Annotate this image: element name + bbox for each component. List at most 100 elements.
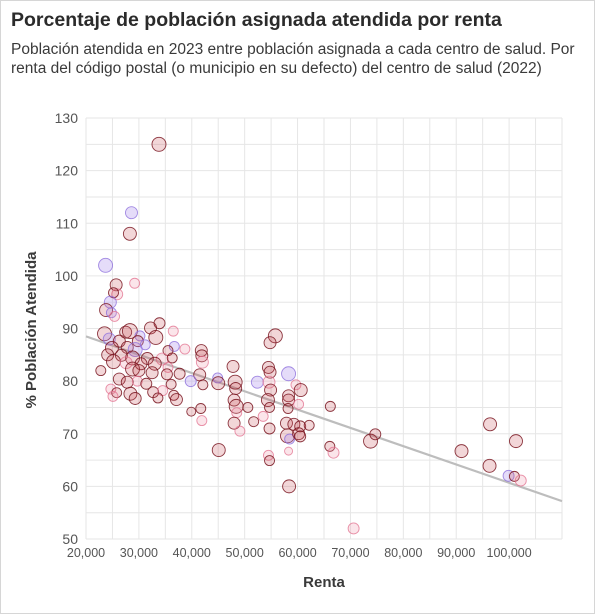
data-point (369, 428, 382, 441)
data-point (263, 365, 277, 379)
data-point (260, 393, 275, 408)
data-point (284, 446, 294, 456)
data-point (282, 403, 294, 414)
data-point (250, 375, 264, 389)
data-point (257, 410, 269, 422)
x-tick-label: 30,000 (120, 546, 158, 560)
data-point (262, 375, 276, 389)
x-tick-label: 70,000 (331, 546, 369, 560)
data-point (347, 522, 360, 535)
data-point (155, 352, 169, 366)
y-axis-title: % Población Atendida (23, 251, 40, 409)
data-point (145, 366, 159, 380)
y-tick-label: 130 (55, 110, 79, 126)
data-point (324, 440, 336, 452)
data-point (195, 355, 209, 369)
y-tick-label: 70 (62, 426, 78, 442)
data-point (211, 376, 226, 391)
data-point (160, 368, 173, 381)
data-point (106, 354, 121, 370)
data-point (98, 257, 114, 273)
data-point (282, 479, 297, 494)
data-point (454, 444, 469, 459)
data-point (196, 415, 208, 427)
data-point (303, 419, 315, 431)
data-point (173, 367, 186, 380)
data-point (262, 360, 275, 374)
data-point (514, 474, 527, 487)
data-point (226, 359, 240, 373)
y-tick-label: 90 (62, 321, 78, 337)
data-point (509, 434, 523, 449)
data-point (112, 372, 126, 386)
x-tick-label: 80,000 (384, 546, 422, 560)
data-point (263, 336, 277, 350)
data-point (282, 393, 296, 407)
data-point (108, 287, 119, 299)
data-point (508, 470, 520, 482)
x-axis-title: Renta (303, 574, 345, 591)
data-point (234, 425, 246, 437)
data-point (119, 356, 133, 370)
data-point (148, 329, 164, 345)
data-point (284, 433, 296, 445)
data-point (264, 455, 275, 467)
data-point (227, 416, 241, 430)
data-point (99, 303, 114, 318)
x-tick-label: 50,000 (226, 546, 264, 560)
data-point (128, 392, 142, 405)
chart-title: Porcentaje de población asignada atendid… (11, 9, 502, 31)
y-tick-label: 110 (56, 215, 79, 231)
data-point (281, 366, 297, 382)
data-point (168, 340, 180, 352)
data-point (151, 136, 167, 152)
data-point (211, 443, 226, 458)
data-point (120, 375, 134, 389)
data-point (293, 383, 308, 398)
data-point (483, 417, 498, 432)
data-point (122, 226, 137, 241)
data-point (324, 400, 336, 412)
data-point (231, 407, 243, 419)
data-point (248, 416, 260, 428)
data-point (294, 430, 307, 443)
data-point (179, 343, 191, 355)
y-tick-label: 100 (55, 268, 79, 284)
data-point (186, 406, 197, 417)
data-point (166, 352, 178, 364)
data-point (290, 379, 302, 391)
data-point (264, 401, 275, 413)
data-point (107, 390, 119, 402)
data-point (242, 401, 254, 413)
data-point (482, 458, 497, 473)
data-point (327, 446, 340, 459)
data-point (264, 383, 278, 397)
data-point (102, 332, 116, 346)
data-point (109, 310, 121, 322)
data-point (131, 375, 143, 387)
y-tick-label: 120 (55, 163, 79, 179)
data-point (168, 389, 180, 401)
data-point (282, 389, 296, 403)
x-tick-label: 20,000 (67, 546, 105, 560)
data-point (363, 433, 378, 449)
grid-lines (85, 117, 563, 540)
data-points (95, 136, 527, 535)
data-point (263, 422, 276, 435)
data-point (95, 365, 107, 377)
data-point (197, 379, 209, 391)
data-point (123, 386, 138, 401)
data-point (502, 469, 515, 482)
data-point (184, 375, 197, 388)
data-point (165, 378, 177, 390)
x-tick-label: 100,000 (487, 546, 532, 560)
x-tick-label: 40,000 (173, 546, 211, 560)
data-point (267, 328, 283, 344)
y-tick-label: 50 (62, 531, 78, 547)
data-point (229, 382, 243, 395)
data-point (152, 392, 164, 404)
data-point (127, 342, 143, 357)
y-tick-label: 60 (62, 478, 78, 494)
x-tick-label: 60,000 (278, 546, 316, 560)
x-tick-label: 90,000 (437, 546, 475, 560)
